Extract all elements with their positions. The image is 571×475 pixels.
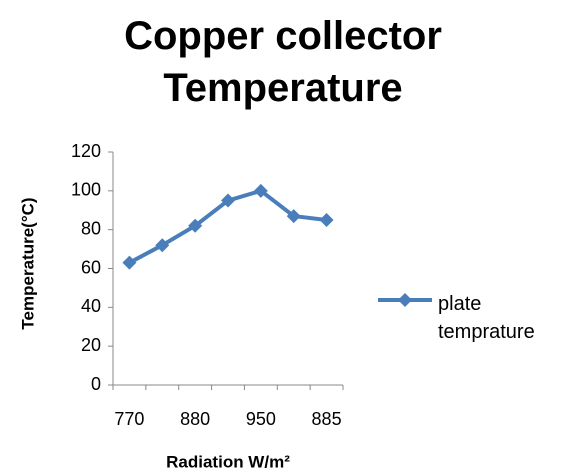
- y-tick-label: 60: [81, 257, 101, 277]
- x-tick-label: 770: [114, 409, 144, 429]
- x-axis-title: Radiation W/m²: [166, 452, 290, 471]
- data-point: [122, 255, 137, 270]
- legend-marker: [398, 293, 412, 307]
- data-point: [253, 183, 268, 198]
- y-tick-label: 40: [81, 296, 101, 316]
- y-axis-title: Temperature(°C): [18, 197, 37, 329]
- y-tick-label: 80: [81, 218, 101, 238]
- y-tick-label: 120: [71, 141, 101, 161]
- x-tick-label: 950: [246, 409, 276, 429]
- chart-title: Copper collector Temperature: [124, 14, 442, 110]
- x-tick-label: 885: [312, 409, 342, 429]
- data-point: [155, 238, 170, 253]
- y-tick-label: 20: [81, 335, 101, 355]
- data-point: [221, 193, 235, 208]
- x-tick-label: 880: [180, 409, 210, 429]
- data-point: [319, 212, 334, 227]
- legend-label: plate temprature: [438, 293, 535, 343]
- data-point: [188, 218, 203, 233]
- y-tick-label: 100: [71, 180, 101, 200]
- data-point: [286, 209, 301, 224]
- y-tick-label: 0: [91, 374, 101, 394]
